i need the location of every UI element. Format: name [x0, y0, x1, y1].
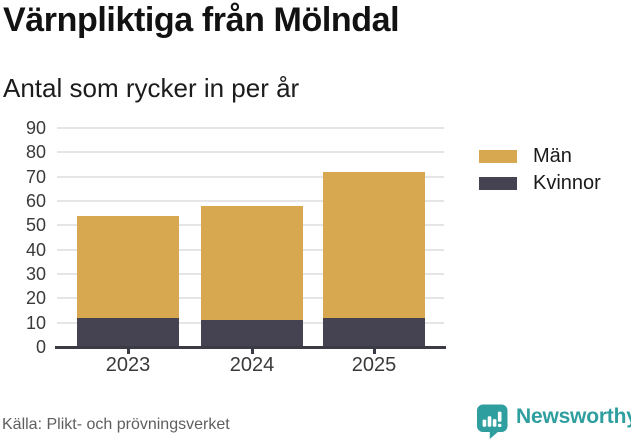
chart-title: Värnpliktiga från Mölndal — [3, 1, 400, 39]
y-tick-label-50: 50 — [25, 215, 46, 236]
bar-segment-2023-kvinnor — [77, 317, 179, 347]
legend: Män Kvinnor — [479, 145, 601, 199]
gridline-70 — [57, 175, 444, 178]
newsworthy-bubble-chart-icon — [477, 404, 508, 439]
bar-2024 — [201, 205, 303, 347]
newsworthy-wordmark: Newsworthy — [516, 405, 631, 428]
y-tick-label-80: 80 — [25, 142, 46, 163]
chart-subtitle: Antal som rycker in per år — [3, 73, 300, 103]
y-tick-label-20: 20 — [25, 288, 46, 309]
legend-item-man: Män — [479, 145, 601, 167]
y-tick-label-70: 70 — [25, 166, 46, 187]
legend-swatch-man — [479, 149, 517, 163]
bar-2023 — [77, 215, 179, 347]
y-axis: 0 10 20 30 40 50 60 70 80 90 — [0, 118, 57, 357]
legend-label-kvinnor: Kvinnor — [533, 171, 601, 194]
x-tick-2025 — [372, 347, 376, 354]
bar-segment-2024-män — [201, 205, 303, 321]
bar-2025 — [323, 171, 425, 347]
gridline-60 — [57, 200, 444, 202]
gridline-80 — [57, 151, 444, 154]
y-tick-label-40: 40 — [25, 239, 46, 260]
x-tick-label-2024: 2024 — [229, 354, 275, 376]
plot-area — [55, 127, 446, 349]
bar-segment-2025-män — [323, 171, 425, 318]
y-tick-label-60: 60 — [25, 191, 46, 211]
bar-segment-2023-män — [77, 215, 179, 318]
y-tick-label-0: 0 — [35, 337, 46, 357]
y-tick-label-10: 10 — [25, 312, 46, 333]
bar-segment-2024-kvinnor — [201, 320, 303, 347]
gridline-90 — [57, 127, 444, 129]
source-note: Källa: Plikt- och prövningsverket — [2, 416, 230, 433]
x-tick-label-2023: 2023 — [105, 354, 151, 376]
y-tick-label-30: 30 — [25, 264, 46, 284]
x-axis-line — [55, 346, 446, 349]
x-tick-2024 — [250, 347, 254, 354]
legend-swatch-kvinnor — [479, 176, 517, 190]
x-tick-2023 — [126, 347, 130, 354]
legend-item-kvinnor: Kvinnor — [479, 172, 601, 194]
x-tick-label-2025: 2025 — [351, 354, 397, 376]
y-tick-label-90: 90 — [25, 118, 46, 138]
legend-label-man: Män — [533, 144, 572, 167]
bar-segment-2025-kvinnor — [323, 317, 425, 347]
